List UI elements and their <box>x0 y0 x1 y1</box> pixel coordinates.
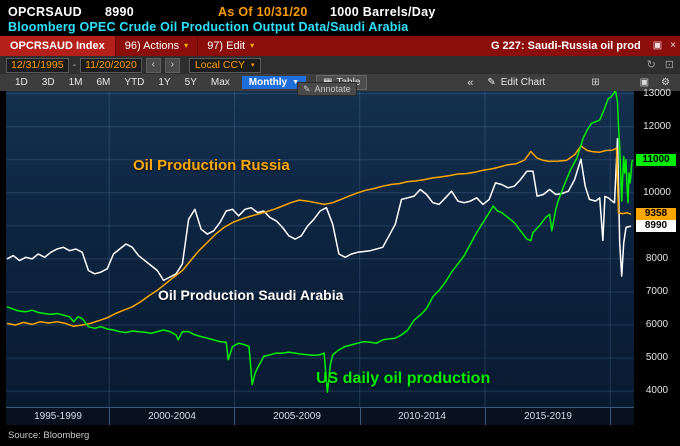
x-axis-label: 1995-1999 <box>34 411 82 422</box>
pencil-icon: ✎ <box>487 77 496 88</box>
start-date-input[interactable]: 12/31/1995 <box>6 57 69 73</box>
last-value-box: 9358 <box>636 208 676 220</box>
security-field[interactable]: OPCRSAUD Index <box>0 36 115 56</box>
period-tab-1y[interactable]: 1Y <box>158 77 171 88</box>
date-range-separator: - <box>72 59 77 71</box>
currency-select[interactable]: Local CCY ▾ <box>188 57 261 73</box>
actions-menu[interactable]: 96) Actions ▾ <box>114 36 197 56</box>
source-label: Source: Bloomberg <box>8 430 90 441</box>
ticker-symbol: OPCRSAUD <box>8 4 82 19</box>
y-tick-label: 4000 <box>645 385 669 396</box>
x-axis: 1995-1999 2000-2004 2005-2009 2010-2014 2015… <box>6 407 634 425</box>
x-axis-separator <box>360 408 361 425</box>
y-tick-label: 5000 <box>645 352 669 363</box>
close-icon[interactable]: × <box>670 40 676 51</box>
end-date-input[interactable]: 11/20/2020 <box>80 57 142 73</box>
x-axis-separator <box>109 408 110 425</box>
toolbar-right-icons: ▣ ⚙ <box>640 77 672 88</box>
frequency-select[interactable]: Monthly ▼ <box>241 76 307 89</box>
period-tab-5y[interactable]: 5Y <box>184 77 197 88</box>
series-label-us: US daily oil production <box>316 370 491 387</box>
chart-plot[interactable]: Oil Production Russia Oil Production Sau… <box>6 91 634 407</box>
currency-label: Local CCY <box>194 58 246 71</box>
period-tab-max[interactable]: Max <box>210 77 230 88</box>
unit-label: 1000 Barrels/Day <box>330 4 436 19</box>
period-tab-1d[interactable]: 1D <box>15 77 28 88</box>
period-tab-1m[interactable]: 1M <box>68 77 83 88</box>
edit-menu[interactable]: 97) Edit ▾ <box>197 36 263 56</box>
as-of-date: As Of 10/31/20 <box>218 4 308 19</box>
annotate-button[interactable]: ✎ Annotate <box>297 82 357 96</box>
chevron-down-icon: ▾ <box>251 61 255 69</box>
settings-bar-icons: ↻ ⊡ <box>647 56 674 74</box>
y-axis: 4000 5000 6000 7000 8000 10000 12000 13000 8990 9… <box>634 88 680 425</box>
period-tab-ytd[interactable]: YTD <box>124 77 145 88</box>
series-line-2 <box>6 91 634 393</box>
refresh-icon[interactable]: ↻ <box>646 59 656 71</box>
collapse-panel-button[interactable]: « <box>467 76 474 89</box>
y-tick-label: 7000 <box>645 286 669 297</box>
series-line-0 <box>6 137 632 282</box>
last-value-box: 11000 <box>636 154 676 166</box>
annotate-label: Annotate <box>314 84 351 94</box>
edit-chart-label: Edit Chart <box>500 77 546 88</box>
chevron-down-icon: ▾ <box>250 41 255 50</box>
period-tab-3d[interactable]: 3D <box>41 77 55 88</box>
settings-bar: 12/31/1995 - 11/20/2020 ‹ › Local CCY ▾ … <box>0 56 680 74</box>
series-label-russia: Oil Production Russia <box>133 157 290 174</box>
ticker-last-value: 8990 <box>105 4 135 19</box>
x-axis-label: 2010-2014 <box>398 411 446 422</box>
chevron-down-icon: ▾ <box>184 41 189 50</box>
step-forward-button[interactable]: › <box>164 57 180 73</box>
y-tick-label: 13000 <box>643 88 671 99</box>
footer-bar: Source: Bloomberg <box>0 425 680 446</box>
gear-icon[interactable]: ⚙ <box>661 77 670 88</box>
y-tick-label: 10000 <box>643 187 671 198</box>
edit-chart-button[interactable]: ✎ Edit Chart <box>487 77 545 88</box>
chart-title: G 227: Saudi-Russia oil prod <box>490 40 641 52</box>
edit-menu-label: 97) Edit <box>207 40 246 52</box>
dropdown-arrow-icon: ▼ <box>292 79 300 86</box>
y-tick-label: 12000 <box>643 121 671 132</box>
window-icon[interactable]: ▣ <box>639 77 650 88</box>
series-line-1 <box>6 145 632 328</box>
x-axis-label: 2015-2019 <box>524 411 572 422</box>
step-back-button[interactable]: ‹ <box>145 57 161 73</box>
period-tab-6m[interactable]: 6M <box>96 77 111 88</box>
period-tabs: 1D 3D 1M 6M YTD 1Y 5Y Max <box>8 74 237 91</box>
grid-view-icon[interactable]: ⊞ <box>591 77 600 88</box>
chart-region: Oil Production Russia Oil Production Sau… <box>0 88 680 425</box>
y-tick-label: 8000 <box>645 253 669 264</box>
function-bar: OPCRSAUD Index 96) Actions ▾ 97) Edit ▾ … <box>0 36 680 56</box>
security-description: Bloomberg OPEC Crude Oil Production Outp… <box>8 20 409 34</box>
frequency-label: Monthly <box>248 77 288 88</box>
titlebar: OPCRSAUD 8990 As Of 10/31/20 1000 Barrel… <box>0 0 680 36</box>
x-axis-separator <box>485 408 486 425</box>
actions-menu-label: 96) Actions <box>124 40 180 52</box>
x-axis-separator <box>234 408 235 425</box>
pencil-icon: ✎ <box>303 84 311 94</box>
x-axis-separator <box>610 408 611 425</box>
title-line: OPCRSAUD 8990 As Of 10/31/20 1000 Barrel… <box>8 3 672 20</box>
x-axis-label: 2005-2009 <box>273 411 321 422</box>
series-label-saudi: Oil Production Saudi Arabia <box>158 287 344 303</box>
x-axis-label: 2000-2004 <box>148 411 196 422</box>
maximize-icon[interactable]: ⊡ <box>664 59 674 71</box>
restore-window-icon[interactable]: ▣ <box>652 40 663 51</box>
chart-canvas <box>6 91 634 407</box>
last-value-box: 8990 <box>636 220 676 232</box>
plot-column: Oil Production Russia Oil Production Sau… <box>0 91 634 425</box>
y-tick-label: 6000 <box>645 319 669 330</box>
